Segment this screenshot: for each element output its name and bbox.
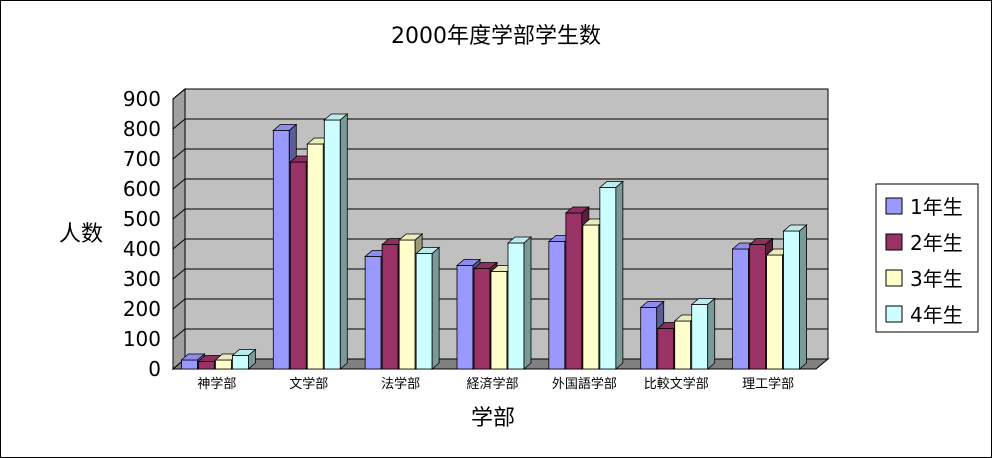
legend-swatch [885, 269, 903, 287]
legend-swatch [885, 197, 903, 215]
legend-label: 3年生 [910, 267, 963, 291]
bar-4-4 [506, 236, 533, 370]
x-axis-title: 学部 [471, 406, 515, 431]
bar-7-4 [782, 224, 808, 370]
y-tick-label: 700 [123, 147, 161, 171]
y-axis-title: 人数 [59, 222, 103, 247]
category-label: 経済学部 [466, 376, 518, 392]
gridline-800 [172, 118, 828, 130]
legend-swatch [885, 233, 903, 251]
bar-2-4 [323, 113, 349, 370]
bars [180, 113, 808, 370]
category-label: 文学部 [289, 376, 328, 392]
gridline-600 [172, 178, 828, 190]
category-label: 外国語学部 [552, 376, 617, 392]
y-tick-label: 900 [123, 87, 161, 111]
side-wall [172, 87, 186, 371]
legend: 1年生 2年生 3年生 4年生 [875, 183, 979, 333]
y-tick-label: 200 [123, 297, 161, 321]
category-label: 神学部 [197, 376, 236, 392]
y-tick-label: 600 [123, 177, 161, 201]
bar-3-4 [415, 246, 441, 370]
chart-title: 2000年度学部学生数 [391, 24, 601, 49]
y-tick-label: 400 [123, 237, 161, 261]
legend-swatch [885, 305, 903, 323]
y-tick-label: 500 [123, 207, 161, 231]
gridline-900 [172, 88, 828, 100]
y-tick-label: 300 [123, 267, 161, 291]
legend-label: 1年生 [910, 195, 963, 219]
legend-label: 4年生 [910, 303, 963, 327]
y-tick-label: 800 [123, 117, 161, 141]
y-tick-label: 0 [148, 357, 161, 381]
bar-6-4 [690, 297, 716, 370]
bar-1-4 [231, 348, 257, 370]
y-tick-label: 100 [123, 327, 161, 351]
legend-label: 2年生 [910, 231, 963, 255]
y-tick-labels: 0 100 200 300 400 500 600 700 800 900 [123, 87, 161, 381]
category-label: 比較文学部 [644, 376, 709, 392]
category-label: 法学部 [381, 376, 420, 392]
category-label: 理工学部 [742, 376, 794, 392]
bar-5-4 [598, 180, 624, 370]
gridline-700 [172, 148, 828, 160]
category-labels: 神学部 文学部 法学部 経済学部 外国語学部 比較文学部 理工学部 [197, 376, 794, 392]
